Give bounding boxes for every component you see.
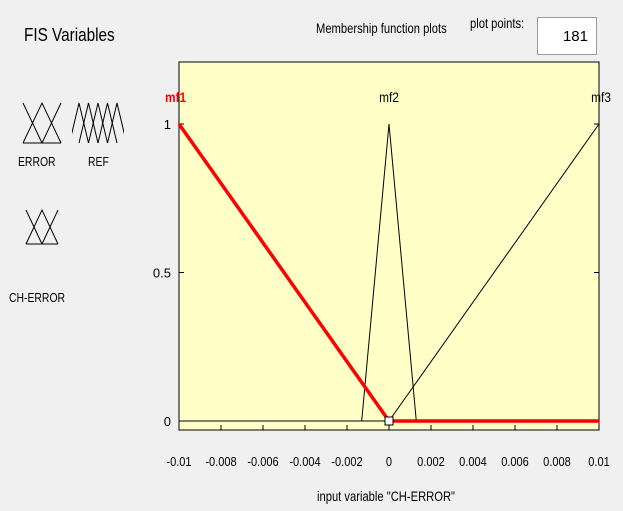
mf-label-mf2[interactable]: mf2 [379,89,399,105]
x-tick-label: 0.008 [543,454,571,469]
x-tick-label: -0.004 [289,454,321,469]
x-tick-label: -0.01 [166,454,191,469]
plot-points-input[interactable] [537,17,597,55]
mf-label-mf1[interactable]: mf1 [165,89,186,105]
y-tick-label: 0.5 [153,266,171,281]
y-tick-label: 1 [164,117,171,132]
variable-ref-icon[interactable] [72,96,124,148]
x-axis-label: input variable "CH-ERROR" [317,488,456,504]
membership-function-plots-title: Membership function plots [316,20,447,36]
plot-points-label: plot points: [470,15,525,31]
y-tick-label: 0 [164,414,171,429]
x-tick-label: -0.006 [247,454,279,469]
x-tick-label: 0.004 [459,454,487,469]
x-tick-label: 0.006 [501,454,529,469]
x-tick-label: -0.008 [205,454,237,469]
variable-ch-error-label: CH-ERROR [9,290,66,305]
variable-error-icon[interactable] [16,96,68,148]
x-tick-label: 0 [386,454,392,469]
variable-ref-label: REF [88,154,109,169]
variable-error-label: ERROR [18,154,56,169]
variable-ch-error-icon[interactable] [16,200,68,252]
mf-label-mf3[interactable]: mf3 [591,89,611,105]
x-tick-label: -0.002 [331,454,363,469]
plot-area [178,61,600,431]
x-tick-label: 0.002 [417,454,445,469]
x-tick-label: 0.01 [588,454,610,469]
mf-vertex-handle[interactable] [384,416,394,426]
fis-variables-title: FIS Variables [24,25,115,45]
